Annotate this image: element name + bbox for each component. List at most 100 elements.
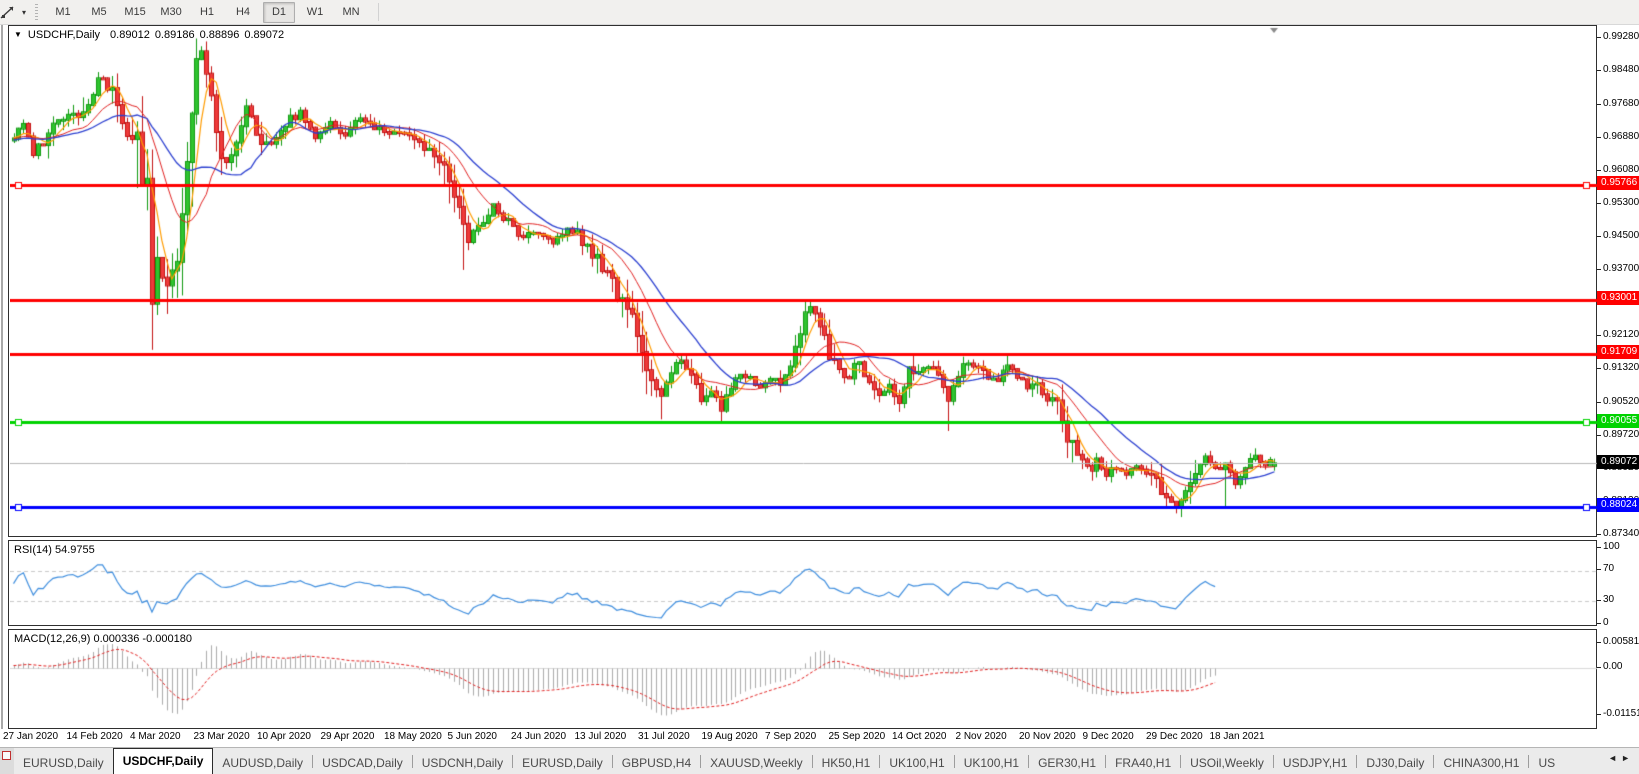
chart-tab-fra40-h1[interactable]: FRA40,H1 <box>1115 756 1172 770</box>
price-tag[interactable]: 0.90055 <box>1597 414 1639 428</box>
price-tag[interactable]: 0.95766 <box>1597 176 1639 190</box>
chart-tab-dj30-daily[interactable]: DJ30,Daily <box>1366 756 1425 770</box>
price-tag[interactable]: 0.93001 <box>1597 291 1639 305</box>
macd-canvas[interactable] <box>10 631 1597 729</box>
tab-scroll-buttons: ◄► <box>1605 751 1637 765</box>
timeframe-button-m5[interactable]: M5 <box>91 5 107 18</box>
chart-tab-bar: EURUSD,Daily USDCHF,Daily AUDUSD,Daily USDC… <box>0 747 1639 774</box>
tab-separator <box>512 755 514 768</box>
price-tag[interactable]: 0.89072 <box>1597 455 1639 469</box>
timeframe-button-h1[interactable]: H1 <box>199 5 215 18</box>
ohlc-low: 0.88896 <box>199 29 240 41</box>
timeframe-buttons: M1 M5 M15 M30 H1 H4 D1 W1 MN <box>45 1 369 23</box>
rsi-axis-label: 100 <box>1603 541 1620 552</box>
axis-tick <box>1597 402 1601 403</box>
axis-tick <box>1597 104 1601 105</box>
price-tag[interactable]: 0.88024 <box>1597 498 1639 512</box>
timeframe-button-mn[interactable]: MN <box>342 5 360 18</box>
timeframe-button-h4[interactable]: H4 <box>235 5 251 18</box>
timeframe-button-m1[interactable]: M1 <box>55 5 71 18</box>
axis-tick <box>1597 335 1601 336</box>
price-axis-label: 0.98480 <box>1603 64 1639 75</box>
chart-tab-gbpusd-h4[interactable]: GBPUSD,H4 <box>621 756 692 770</box>
chart-tab-usoil-weekly[interactable]: USOil,Weekly <box>1190 756 1264 770</box>
price-axis-label: 0.93700 <box>1603 263 1639 274</box>
date-label: 19 Aug 2020 <box>701 731 758 742</box>
price-axis-label: 0.96880 <box>1603 131 1639 142</box>
tool-dropdown-icon[interactable]: ▾ <box>22 7 27 17</box>
price-chart-canvas[interactable] <box>10 27 1597 537</box>
price-axis-label: 0.92120 <box>1603 329 1639 340</box>
date-label: 10 Apr 2020 <box>257 731 311 742</box>
timeframe-button-m30[interactable]: M30 <box>160 5 182 18</box>
toolbar-grip <box>35 4 39 20</box>
tab-separator <box>953 755 955 768</box>
chart-tab-usdcad-daily[interactable]: USDCAD,Daily <box>322 756 403 770</box>
chart-tab-uk100-h1[interactable]: UK100,H1 <box>889 756 945 770</box>
chart-symbol: USDCHF,Daily <box>27 29 101 41</box>
timeframe-button-d1[interactable]: D1 <box>263 1 296 23</box>
timeframe-button-m15[interactable]: M15 <box>124 5 146 18</box>
chart-tab-eurusd-daily[interactable]: EURUSD,Daily <box>23 756 104 770</box>
window-frame-edge <box>1 25 3 745</box>
macd-axis-label: 0.00 <box>1603 661 1623 672</box>
chart-tab-ger30-h1[interactable]: GER30,H1 <box>1038 756 1097 770</box>
date-label: 23 Mar 2020 <box>193 731 250 742</box>
axis-tick <box>1597 236 1601 237</box>
date-label: 14 Feb 2020 <box>66 731 123 742</box>
pointer-tool-icon[interactable] <box>0 3 20 21</box>
rsi-canvas[interactable] <box>10 542 1597 626</box>
macd-panel: MACD(12,26,9) 0.000336 -0.000180 <box>8 629 1597 729</box>
date-label: 14 Oct 2020 <box>892 731 947 742</box>
tab-separator <box>312 755 314 768</box>
tab-separator <box>1028 755 1030 768</box>
axis-tick <box>1597 714 1601 715</box>
tab-separator <box>1356 755 1358 768</box>
price-axis-label: 0.87340 <box>1603 528 1639 539</box>
date-label: 31 Jul 2020 <box>638 731 690 742</box>
axis-tick <box>1597 203 1601 204</box>
tab-separator <box>879 755 881 768</box>
date-label: 4 Mar 2020 <box>130 731 181 742</box>
axis-tick <box>1597 70 1601 71</box>
axis-tick <box>1597 170 1601 171</box>
chart-tab-uk100-h1[interactable]: UK100,H1 <box>963 756 1020 770</box>
chart-tab-usdchf-daily[interactable]: USDCHF,Daily <box>112 748 214 774</box>
ohlc-open: 0.89012 <box>110 29 150 41</box>
date-label: 29 Dec 2020 <box>1146 731 1203 742</box>
axis-tick <box>1597 600 1601 601</box>
chart-tab-usdjpy-h1[interactable]: USDJPY,H1 <box>1282 756 1348 770</box>
symbol-dropdown-icon[interactable]: ▼ <box>14 30 22 39</box>
top-toolbar: ▾ M1 M5 M15 M30 H1 H4 D1 W1 MN <box>0 0 1639 25</box>
price-axis-label: 0.97680 <box>1603 98 1639 109</box>
axis-tick <box>1597 642 1601 643</box>
chart-tab-xauusd-weekly[interactable]: XAUUSD,Weekly <box>710 756 803 770</box>
chart-tab-hk50-h1[interactable]: HK50,H1 <box>821 756 871 770</box>
chart-title[interactable]: ▼ USDCHF,Daily 0.89012 0.89186 0.88896 0.8907… <box>14 29 289 41</box>
chart-tab-us[interactable]: US <box>1538 756 1556 770</box>
macd-label: MACD(12,26,9) 0.000336 -0.000180 <box>14 633 192 645</box>
axis-tick <box>1597 368 1601 369</box>
ohlc-high: 0.89186 <box>154 29 195 41</box>
date-label: 2 Nov 2020 <box>955 731 1007 742</box>
tab-separator <box>811 755 813 768</box>
chart-tab-audusd-daily[interactable]: AUDUSD,Daily <box>222 756 304 770</box>
tab-scroll-left-icon[interactable]: ◄ <box>1608 753 1622 763</box>
date-label: 29 Apr 2020 <box>320 731 375 742</box>
tab-separator <box>1528 755 1530 768</box>
rsi-label: RSI(14) 54.9755 <box>14 544 95 556</box>
axis-tick <box>1597 623 1601 624</box>
price-tag[interactable]: 0.91709 <box>1597 345 1639 359</box>
main-chart-panel: ▼ USDCHF,Daily 0.89012 0.89186 0.88896 0.8907… <box>8 25 1597 537</box>
chart-tab-china300-h1[interactable]: CHINA300,H1 <box>1443 756 1520 770</box>
chart-tab-eurusd-daily[interactable]: EURUSD,Daily <box>522 756 603 770</box>
axis-tick <box>1597 547 1601 548</box>
chart-tab-usdcnh-daily[interactable]: USDCNH,Daily <box>421 756 504 770</box>
ohlc-close: 0.89072 <box>244 29 285 41</box>
tab-separator <box>1105 755 1107 768</box>
timeframe-button-w1[interactable]: W1 <box>306 5 324 18</box>
axis-tick <box>1597 667 1601 668</box>
date-label: 24 Jun 2020 <box>511 731 567 742</box>
tab-scroll-right-icon[interactable]: ► <box>1621 753 1634 763</box>
tab-separator <box>411 755 413 768</box>
